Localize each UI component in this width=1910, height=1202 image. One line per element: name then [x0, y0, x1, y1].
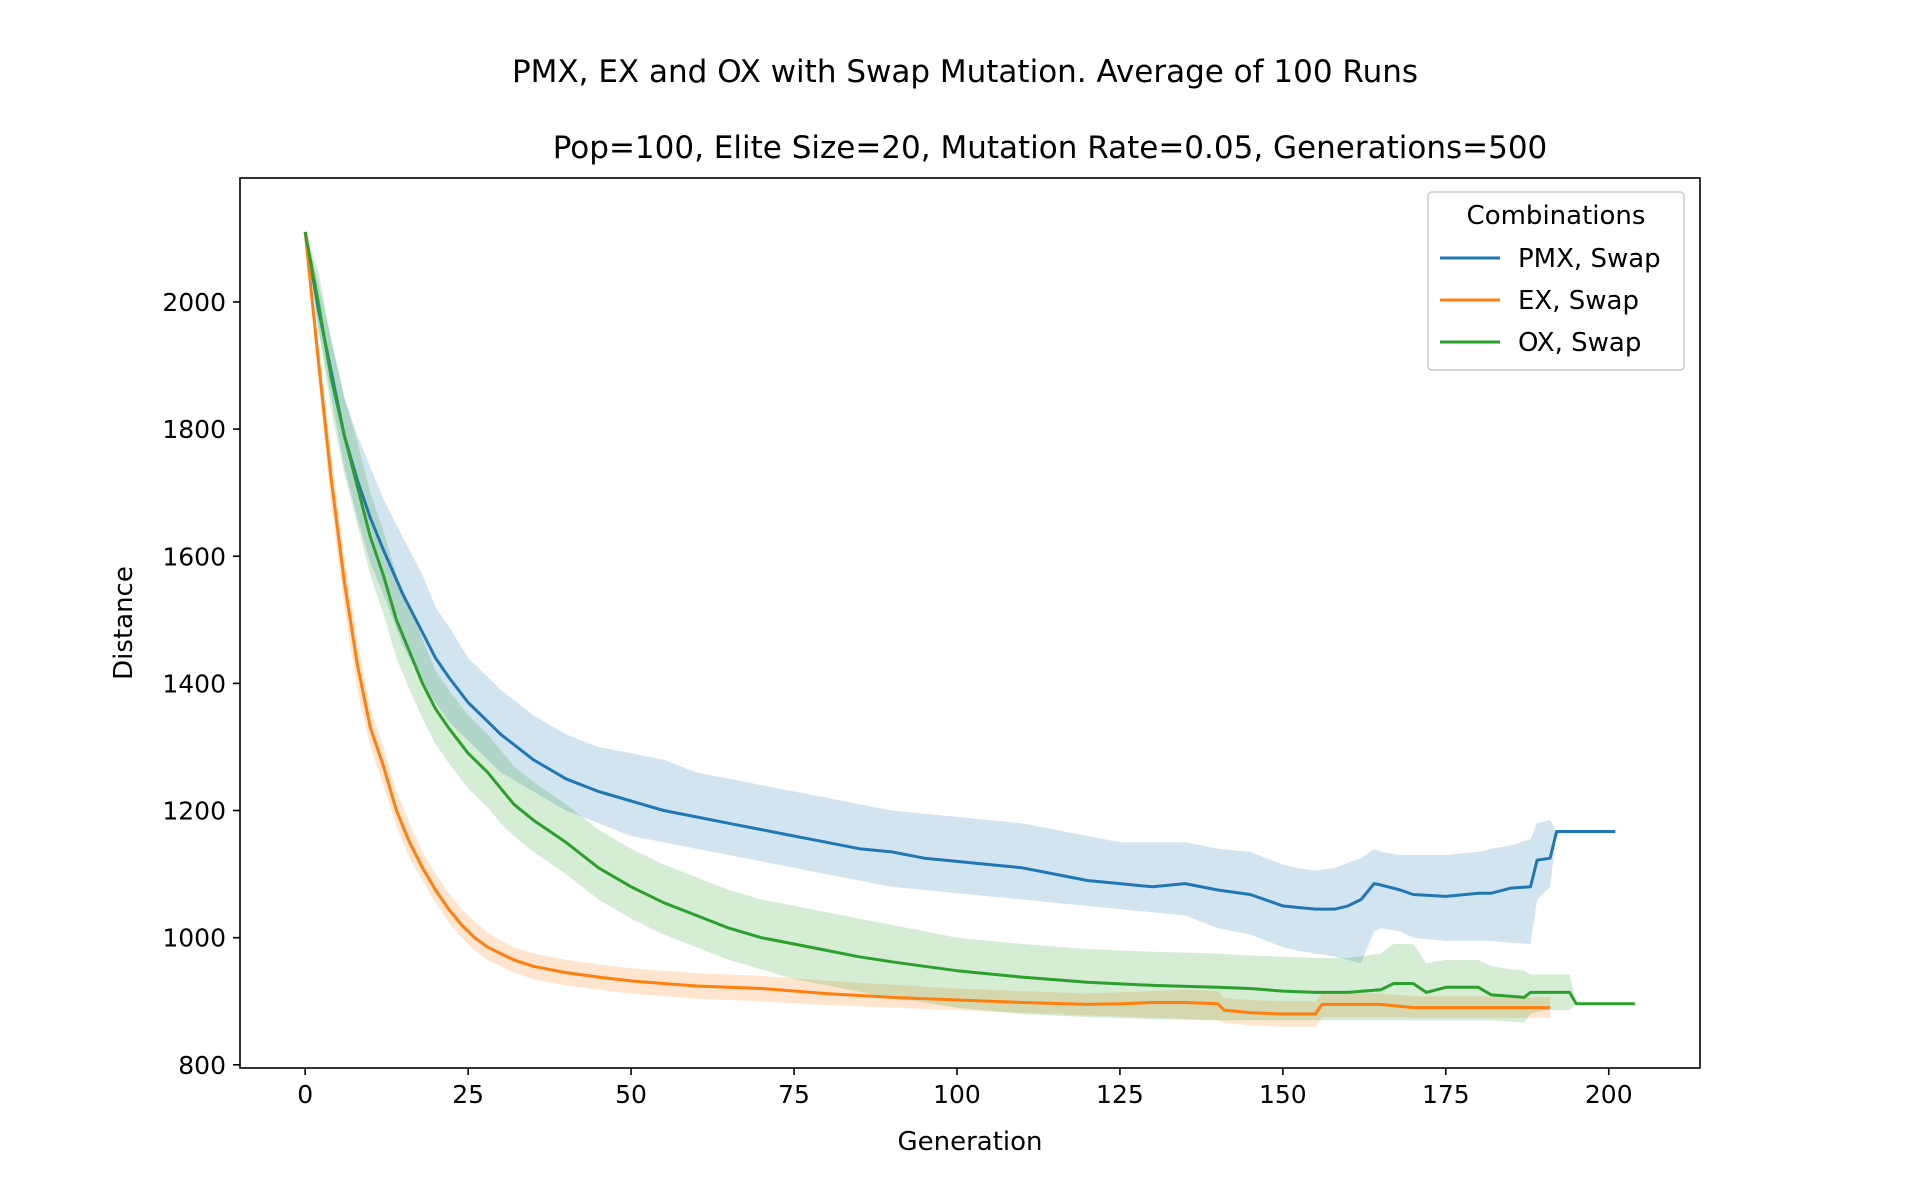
y-tick-label: 1400	[162, 669, 226, 698]
legend-title: Combinations	[1467, 201, 1646, 231]
y-axis-label: Distance	[109, 566, 139, 680]
x-tick-label: 25	[452, 1080, 484, 1109]
y-tick-label: 800	[178, 1051, 226, 1080]
x-tick-label: 150	[1259, 1080, 1307, 1109]
y-tick-label: 1600	[162, 542, 226, 571]
x-tick-label: 125	[1096, 1080, 1144, 1109]
x-axis-ticks: 0 25 50 75 100 125 150 175 200	[297, 1068, 1633, 1109]
legend-box	[1427, 191, 1685, 371]
ex-swap-line	[303, 231, 1551, 1016]
x-tick-label: 75	[778, 1080, 810, 1109]
y-tick-label: 1200	[162, 797, 226, 826]
legend-label-ox-swap: OX, Swap	[1518, 328, 1641, 358]
legend-label-ex-swap: EX, Swap	[1518, 286, 1639, 316]
x-tick-label: 200	[1585, 1080, 1633, 1109]
x-tick-label: 175	[1422, 1080, 1470, 1109]
pmx-swap-line	[303, 231, 1616, 911]
y-tick-label: 1800	[162, 415, 226, 444]
plot-frame	[239, 177, 1701, 1069]
confidence-bands	[305, 232, 1635, 1027]
legend: Combinations PMX, Swap EX, Swap OX, Swap	[1427, 191, 1685, 371]
x-tick-label: 0	[297, 1080, 313, 1109]
pmx-swap-band	[305, 232, 1616, 964]
x-axis-label: Generation	[897, 1127, 1042, 1157]
y-tick-label: 1000	[162, 924, 226, 953]
chart-title: PMX, EX and OX with Swap Mutation. Avera…	[512, 54, 1418, 90]
legend-label-pmx-swap: PMX, Swap	[1518, 244, 1661, 274]
y-tick-label: 2000	[162, 288, 226, 317]
x-tick-label: 50	[615, 1080, 647, 1109]
chart-subtitle: Pop=100, Elite Size=20, Mutation Rate=0.…	[553, 130, 1548, 166]
x-tick-label: 100	[933, 1080, 981, 1109]
y-axis-ticks: 800 1000 1200 1400 1600 1800 2000	[162, 288, 240, 1080]
ox-swap-line	[303, 231, 1635, 1006]
series-lines	[303, 231, 1635, 1016]
